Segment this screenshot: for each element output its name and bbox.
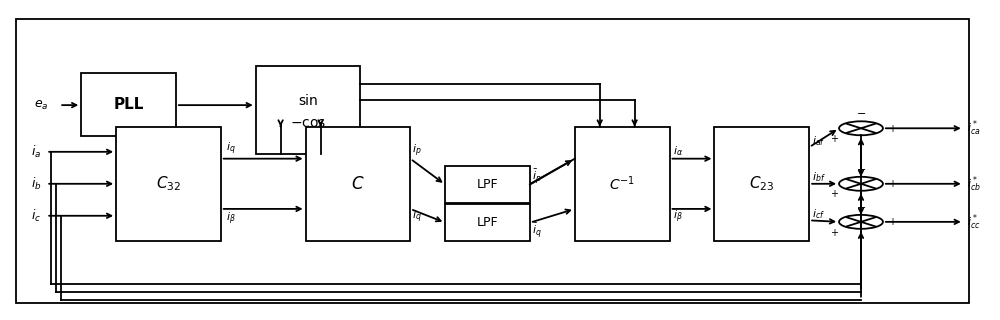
Text: $e_{a}$: $e_{a}$: [34, 99, 49, 112]
FancyBboxPatch shape: [445, 204, 530, 241]
Text: $+$: $+$: [888, 123, 897, 134]
Text: $i_{\beta}$: $i_{\beta}$: [226, 210, 236, 227]
FancyBboxPatch shape: [445, 166, 530, 203]
Text: $i_{af}$: $i_{af}$: [812, 134, 826, 148]
Text: $+$: $+$: [830, 188, 839, 199]
Text: $C^{-1}$: $C^{-1}$: [609, 174, 635, 193]
Text: $+$: $+$: [830, 133, 839, 144]
FancyBboxPatch shape: [714, 127, 809, 241]
Text: $C_{32}$: $C_{32}$: [156, 174, 181, 193]
Text: $i^*_{cc}$: $i^*_{cc}$: [967, 212, 980, 232]
Text: $i_{q}$: $i_{q}$: [226, 141, 235, 157]
Text: $i_{\alpha}$: $i_{\alpha}$: [673, 144, 683, 158]
FancyBboxPatch shape: [256, 67, 360, 154]
Text: $\bar{i}_{p}$: $\bar{i}_{p}$: [532, 167, 542, 186]
Text: $C_{23}$: $C_{23}$: [749, 174, 774, 193]
Text: $+$: $+$: [888, 216, 897, 227]
Text: $i_{b}$: $i_{b}$: [31, 176, 41, 192]
Text: $C$: $C$: [351, 175, 365, 193]
Text: $i_{bf}$: $i_{bf}$: [812, 171, 826, 184]
Text: $i_{c}$: $i_{c}$: [31, 208, 41, 224]
Text: $i^*_{ca}$: $i^*_{ca}$: [967, 118, 980, 138]
Text: $i_{q}$: $i_{q}$: [412, 209, 422, 225]
Text: LPF: LPF: [477, 216, 498, 229]
FancyBboxPatch shape: [306, 127, 410, 241]
Text: $i_{p}$: $i_{p}$: [412, 142, 422, 159]
FancyBboxPatch shape: [575, 127, 670, 241]
Text: $-$: $-$: [856, 163, 866, 173]
Text: PLL: PLL: [113, 97, 144, 112]
FancyBboxPatch shape: [116, 127, 221, 241]
Text: LPF: LPF: [477, 178, 498, 191]
Text: $\bar{i}_{q}$: $\bar{i}_{q}$: [532, 221, 542, 240]
Text: $i^*_{cb}$: $i^*_{cb}$: [967, 174, 981, 194]
Text: $i_{a}$: $i_{a}$: [31, 144, 41, 160]
Text: $i_{\beta}$: $i_{\beta}$: [673, 209, 682, 225]
Text: $i_{cf}$: $i_{cf}$: [812, 207, 825, 221]
Text: $-$cos: $-$cos: [290, 116, 326, 130]
Text: $+$: $+$: [830, 227, 839, 237]
Text: $+$: $+$: [888, 178, 897, 189]
Text: sin: sin: [298, 93, 318, 108]
Text: $-$: $-$: [856, 201, 866, 211]
Text: $-$: $-$: [856, 108, 866, 117]
FancyBboxPatch shape: [81, 73, 176, 136]
